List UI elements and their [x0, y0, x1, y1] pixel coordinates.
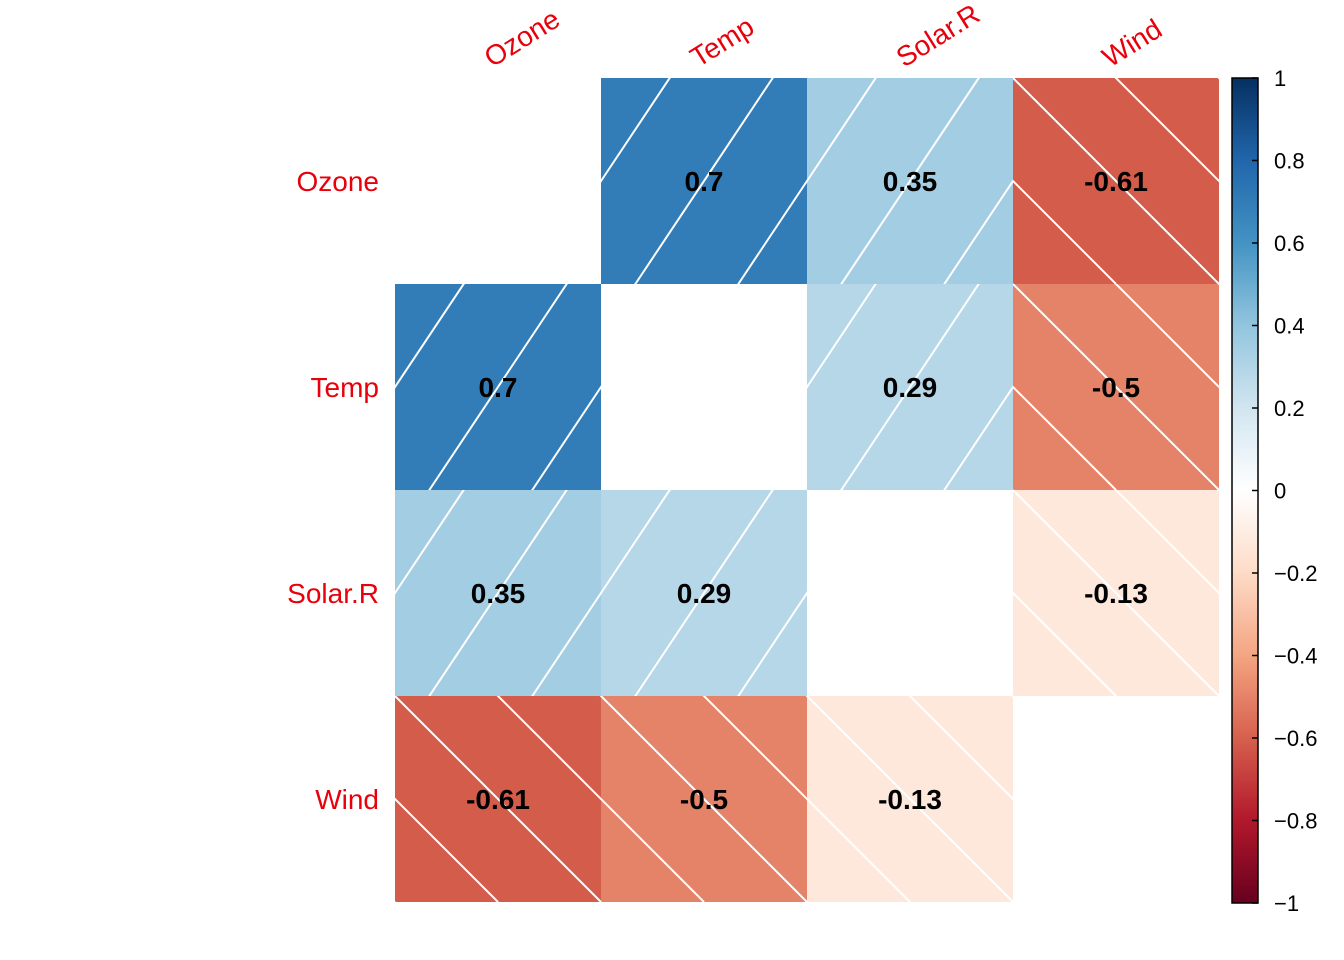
cell-Temp-Ozone: 0.7: [395, 284, 601, 490]
cell-Solar.R-Ozone: 0.35: [395, 490, 601, 696]
cell-Wind-Solar.R: -0.13: [807, 696, 1013, 902]
cell-value-label: -0.61: [466, 784, 530, 815]
cell-hatch: [1013, 284, 1219, 490]
cell-Temp-Wind: -0.5: [1013, 284, 1219, 490]
colorbar-tick-label: −1: [1274, 891, 1299, 916]
cell-hatch: [1013, 490, 1219, 696]
cell-value-label: -0.61: [1084, 166, 1148, 197]
colorbar-tick-label: −0.4: [1274, 644, 1317, 669]
colorbar-tick-label: 0.6: [1274, 231, 1305, 256]
col-label-Solar.R: Solar.R: [891, 0, 985, 73]
cell-value-label: -0.5: [1092, 372, 1140, 403]
cell-hatch: [807, 696, 1013, 902]
cell-Temp-Solar.R: 0.29: [807, 284, 1013, 490]
cell-value-label: -0.13: [878, 784, 942, 815]
cell-value-label: 0.7: [479, 372, 518, 403]
colorbar-tick-label: 0.4: [1274, 314, 1305, 339]
cell-Ozone-Wind: -0.61: [1013, 78, 1219, 284]
col-label-Wind: Wind: [1097, 13, 1168, 73]
colorbar-tick-label: 1: [1274, 66, 1286, 91]
cell-Solar.R-Temp: 0.29: [601, 490, 807, 696]
cell-hatch: [601, 696, 807, 902]
colorbar-tick-label: 0.2: [1274, 396, 1305, 421]
row-label-Ozone: Ozone: [297, 166, 380, 197]
cell-value-label: 0.29: [677, 578, 732, 609]
cell-Ozone-Solar.R: 0.35: [807, 78, 1013, 284]
cell-value-label: 0.35: [883, 166, 938, 197]
cell-value-label: -0.5: [680, 784, 728, 815]
row-label-Temp: Temp: [311, 372, 379, 403]
colorbar-tick-label: −0.6: [1274, 726, 1317, 751]
cell-hatch: [601, 78, 807, 284]
cell-hatch: [807, 78, 1013, 284]
cells-layer: 0.7 0.35 -0.61 0.7 0.29 -0.5 0.35 0.29 -0.13 -0.6…: [395, 78, 1219, 902]
colorbar-tick-label: 0: [1274, 479, 1286, 504]
row-label-Wind: Wind: [315, 784, 379, 815]
cell-Wind-Temp: -0.5: [601, 696, 807, 902]
cell-hatch: [395, 696, 601, 902]
cell-value-label: -0.13: [1084, 578, 1148, 609]
cell-value-label: 0.7: [685, 166, 724, 197]
cell-hatch: [1013, 78, 1219, 284]
cell-Ozone-Temp: 0.7: [601, 78, 807, 284]
col-label-Temp: Temp: [685, 11, 759, 74]
colorbar: 1 0.8 0.6 0.4 0.2 0 −0.2 −0.4 −0.6 −0.8 −1: [1231, 66, 1317, 916]
row-label-Solar.R: Solar.R: [287, 578, 379, 609]
cell-hatch: [807, 284, 1013, 490]
colorbar-tick-label: 0.8: [1274, 149, 1305, 174]
col-label-Ozone: Ozone: [479, 3, 565, 73]
colorbar-tick-label: −0.2: [1274, 561, 1317, 586]
cell-Solar.R-Wind: -0.13: [1013, 490, 1219, 696]
cell-hatch: [395, 284, 601, 490]
cell-hatch: [395, 490, 601, 696]
cell-Wind-Ozone: -0.61: [395, 696, 601, 902]
cell-value-label: 0.29: [883, 372, 938, 403]
colorbar-tick-label: −0.8: [1274, 809, 1317, 834]
cell-value-label: 0.35: [471, 578, 526, 609]
cell-hatch: [601, 490, 807, 696]
